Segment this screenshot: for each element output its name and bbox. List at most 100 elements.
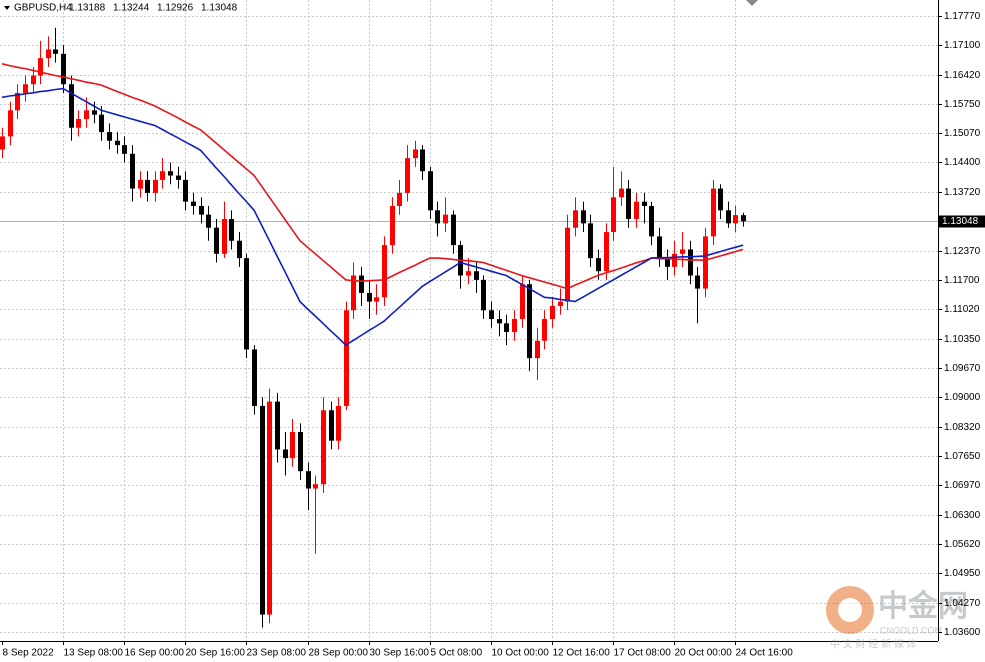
candle-body: [374, 297, 379, 302]
y-tick-label: 1.06970: [944, 480, 981, 491]
candle-body: [168, 171, 173, 176]
candle-body: [520, 284, 525, 320]
y-tick-label: 1.17100: [944, 40, 981, 51]
y-tick-label: 1.05620: [944, 539, 981, 550]
candle-body: [153, 179, 158, 193]
candle-body: [711, 188, 716, 237]
y-tick-label: 1.04950: [944, 568, 981, 579]
candle-body: [535, 340, 540, 359]
candle-body: [191, 201, 196, 206]
symbol-title: GBPUSD,H4: [14, 3, 72, 14]
candle-body: [596, 258, 601, 272]
candle-body: [176, 175, 181, 180]
candle-body: [733, 215, 738, 224]
candle-body: [31, 75, 36, 85]
candle-body: [657, 236, 662, 259]
candle-body: [565, 227, 570, 302]
x-tick-label: 17 Oct 08:00: [614, 648, 672, 659]
y-tick-label: 1.09000: [944, 392, 981, 403]
candle-body: [504, 323, 509, 333]
candle-body: [688, 249, 693, 276]
header-high: 1.13244: [113, 3, 150, 14]
candle-body: [573, 210, 578, 228]
candle-body: [214, 227, 219, 254]
candle-body: [581, 210, 586, 224]
x-tick-label: 24 Oct 16:00: [736, 648, 794, 659]
candle-body: [53, 49, 58, 54]
x-tick-label: 23 Sep 08:00: [247, 648, 307, 659]
candle-body: [115, 140, 120, 146]
x-tick-label: 20 Sep 16:00: [186, 648, 246, 659]
candle-body: [588, 223, 593, 259]
candle-body: [443, 214, 448, 224]
candle-body: [321, 410, 326, 485]
candle-body: [15, 92, 20, 111]
y-tick-label: 1.03600: [944, 627, 981, 638]
candle-body: [695, 275, 700, 289]
y-tick-label: 1.11020: [944, 304, 980, 315]
y-tick-label: 1.17770: [944, 11, 981, 22]
x-tick-label: 10 Oct 00:00: [492, 648, 550, 659]
x-tick-label: 30 Sep 16:00: [370, 648, 430, 659]
y-tick-label: 1.15070: [944, 128, 981, 139]
candle-body: [275, 401, 280, 450]
candle-body: [634, 201, 639, 220]
y-tick-label: 1.13720: [944, 187, 981, 198]
candle-body: [703, 236, 708, 289]
candle-body: [466, 271, 471, 276]
watermark-logo-inner: [838, 598, 862, 622]
candle-body: [428, 171, 433, 211]
watermark-slogan: 中 文 财 经 新 媒 体: [830, 638, 917, 651]
x-tick-label: 12 Oct 16:00: [553, 648, 611, 659]
candle-body: [680, 249, 685, 254]
candle-body: [405, 158, 410, 193]
candle-body: [329, 410, 334, 441]
candle-body: [229, 219, 234, 241]
candle-body: [76, 119, 81, 128]
candle-body: [122, 145, 127, 154]
candle-body: [741, 215, 746, 222]
candle-body: [344, 310, 349, 406]
candle-body: [313, 484, 318, 489]
candle-body: [38, 58, 43, 76]
candle-body: [306, 471, 311, 489]
candle-body: [8, 110, 13, 137]
candle-body: [626, 188, 631, 220]
x-tick-label: 28 Sep 00:00: [309, 648, 369, 659]
candle-body: [382, 245, 387, 298]
candle-body: [397, 192, 402, 206]
x-tick-label: 5 Oct 08:00: [431, 648, 483, 659]
y-tick-label: 1.16420: [944, 70, 981, 81]
moving-average: [1, 63, 744, 290]
candle-body: [206, 214, 211, 228]
candle-body: [252, 349, 257, 406]
candle-body: [558, 301, 563, 306]
candle-body: [92, 110, 97, 115]
last-price-label: 1.13048: [942, 216, 979, 227]
y-tick-label: 1.04270: [944, 598, 981, 609]
menu-arrow: [4, 6, 10, 10]
candle-body: [619, 188, 624, 198]
candle-body: [672, 253, 677, 267]
candle-body: [0, 136, 5, 150]
candle-body: [23, 84, 28, 93]
candle-body: [512, 319, 517, 333]
candle-body: [649, 205, 654, 237]
candle-body: [237, 240, 242, 259]
candle-body: [359, 275, 364, 293]
candle-body: [451, 214, 456, 246]
candle-body: [290, 432, 295, 459]
watermark-site: CNGOLD.COM: [880, 625, 942, 635]
header-close: 1.13048: [201, 3, 238, 14]
candle-body: [222, 219, 227, 254]
plot: [0, 27, 746, 628]
candle-body: [267, 401, 272, 615]
candle-body: [298, 432, 303, 472]
candle-body: [84, 110, 89, 120]
x-tick-label: 16 Sep 00:00: [125, 648, 185, 659]
candle-body: [390, 205, 395, 246]
watermark: 中金网 CNGOLD.COM 中 文 财 经 新 媒 体: [826, 586, 968, 651]
candle-body: [145, 179, 150, 193]
candle-body: [604, 232, 609, 272]
